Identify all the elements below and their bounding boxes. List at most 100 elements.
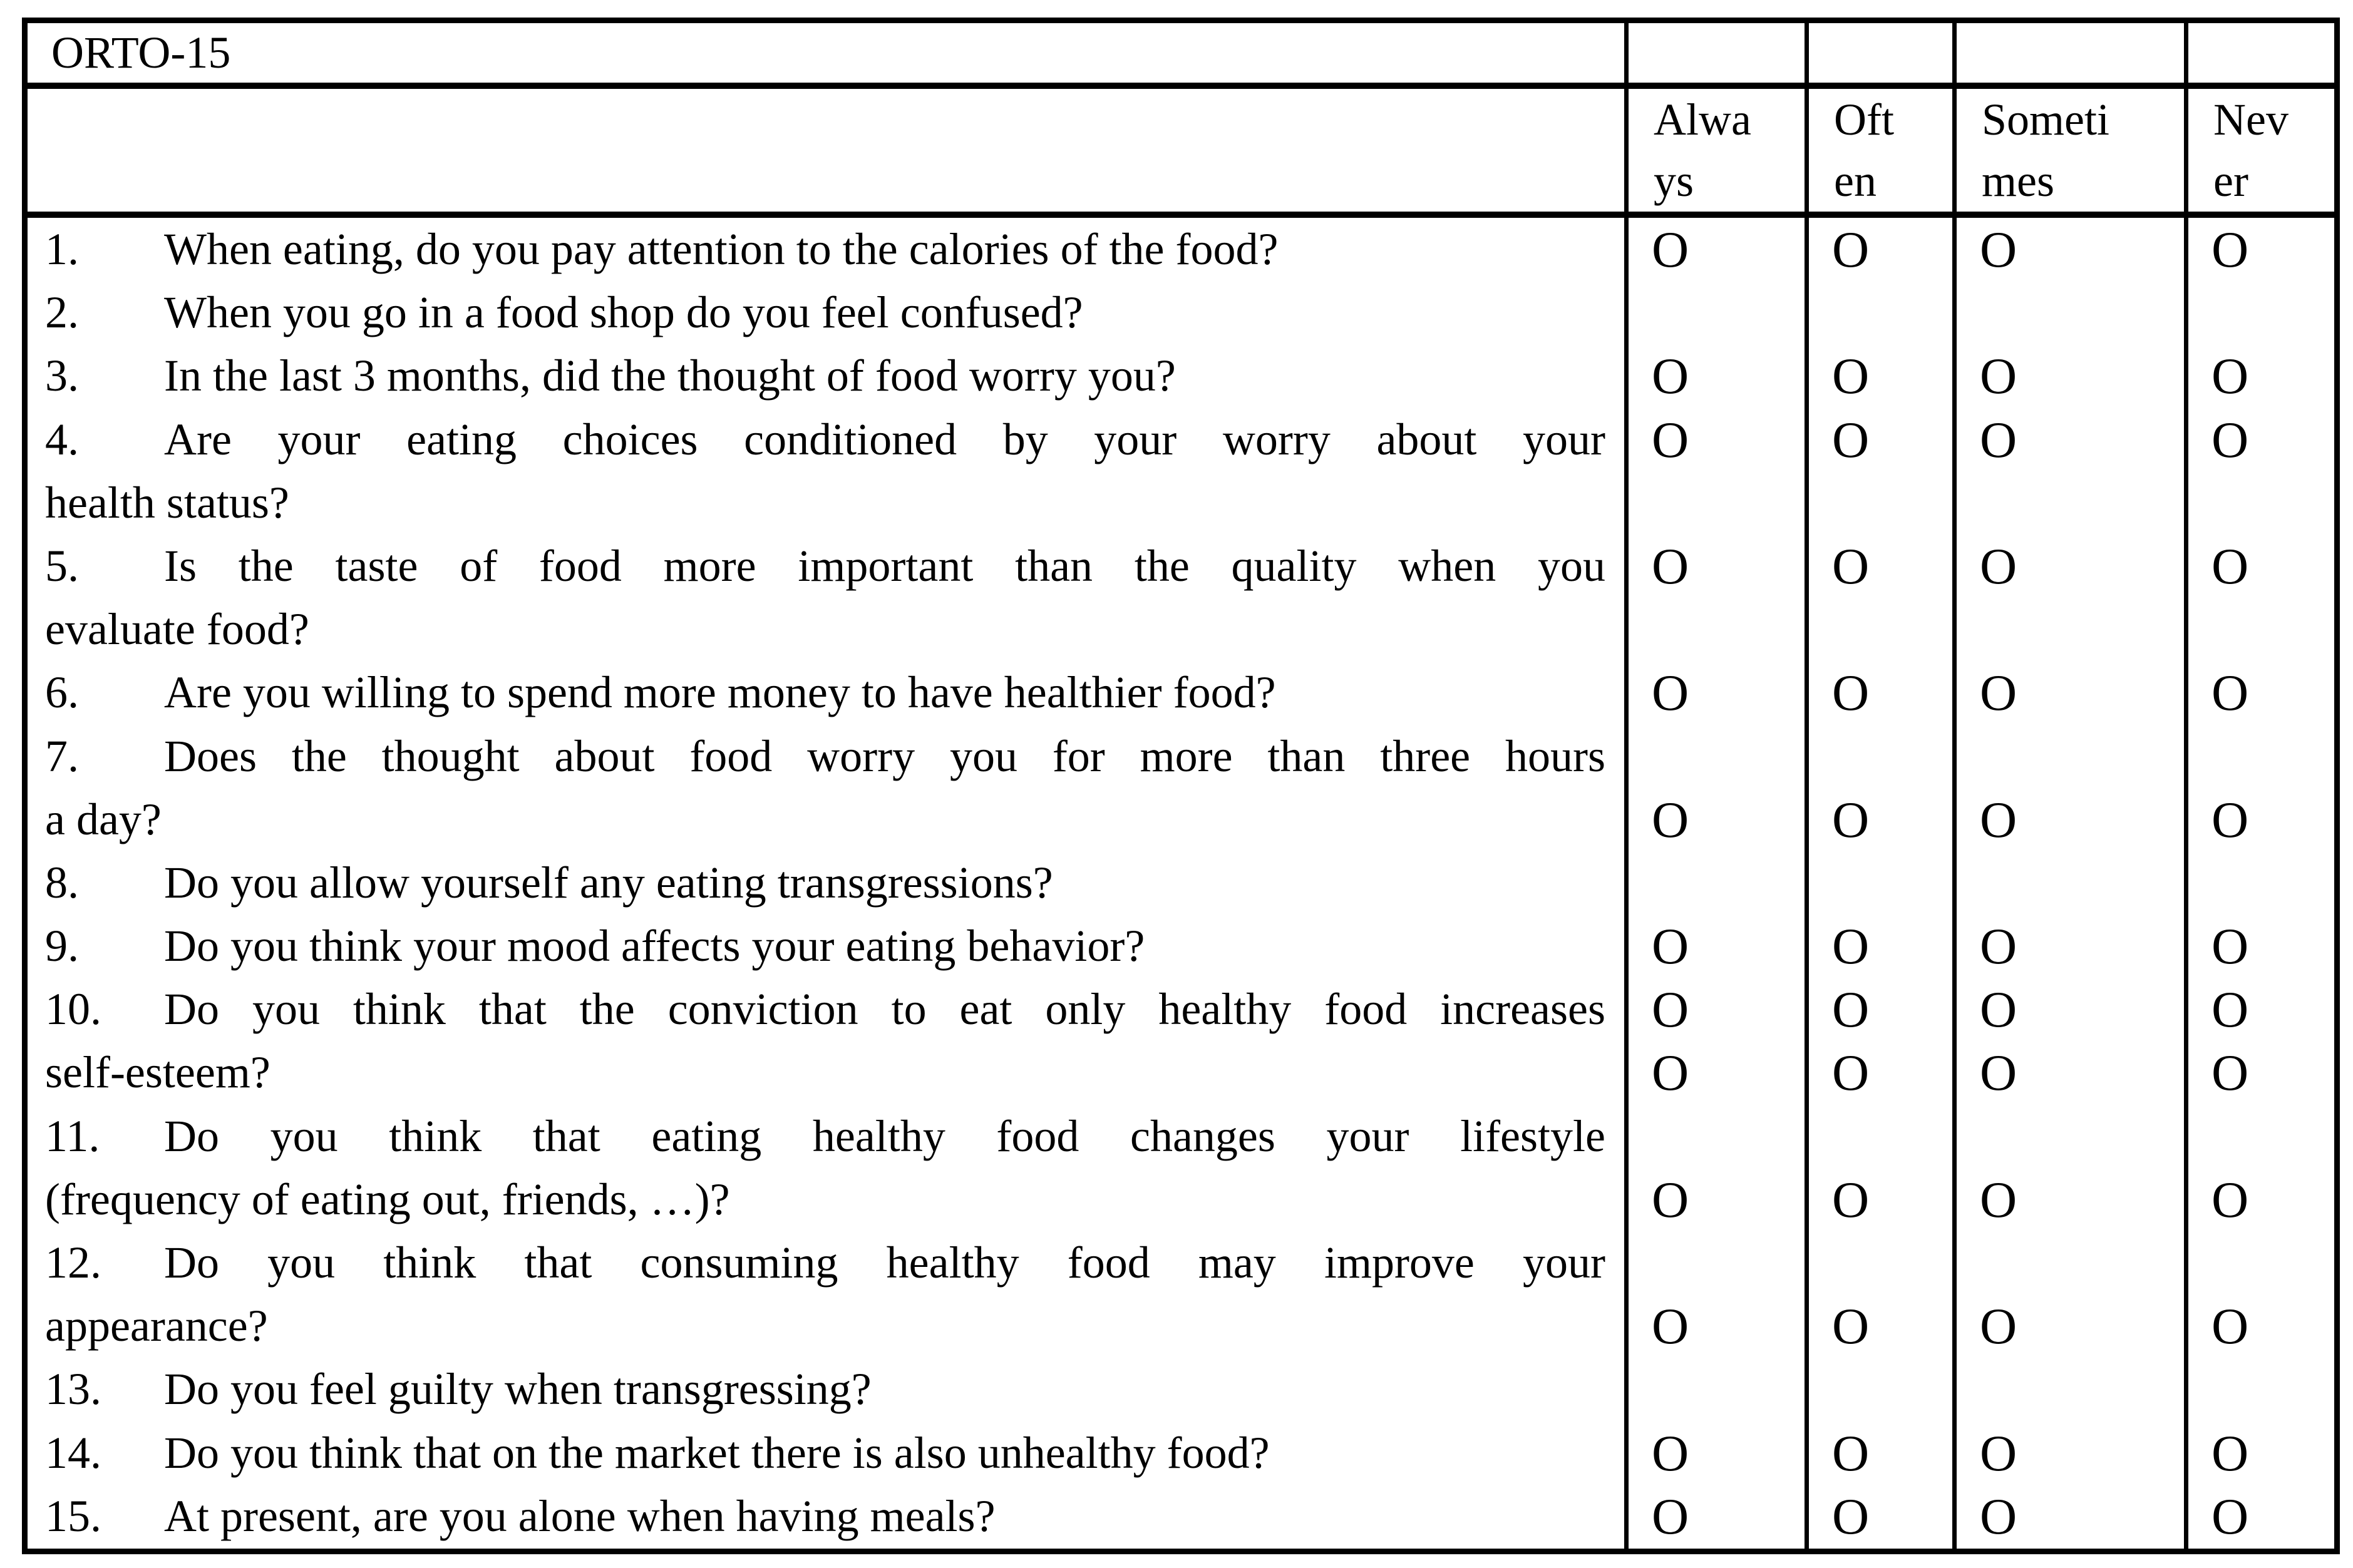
option-cell (1980, 851, 2184, 915)
column-header-sometimes: Someti mes (1952, 89, 2184, 218)
option-cell (1832, 725, 1952, 788)
option-always-mark[interactable]: O (1652, 791, 1689, 848)
option-often-mark[interactable]: O (1832, 1171, 1870, 1228)
option-often-mark[interactable]: O (1832, 1044, 1870, 1102)
option-sometimes-mark[interactable]: O (1980, 1171, 2017, 1228)
option-cell: O (1652, 1041, 1805, 1104)
option-cell: O (2211, 535, 2334, 598)
question-line: health status? (45, 471, 1605, 535)
option-always-mark[interactable]: O (1652, 918, 1689, 975)
option-cell: O (1652, 788, 1805, 851)
option-often-mark[interactable]: O (1832, 221, 1870, 278)
option-always-mark[interactable]: O (1652, 664, 1689, 722)
option-often-mark[interactable]: O (1832, 664, 1870, 722)
option-sometimes-mark[interactable]: O (1980, 918, 2017, 975)
option-cell: O (1832, 1422, 1952, 1485)
option-cell (2211, 1105, 2334, 1168)
option-often-mark[interactable]: O (1832, 347, 1870, 405)
option-cell (2211, 851, 2334, 915)
option-often-mark[interactable]: O (1832, 918, 1870, 975)
option-never-mark[interactable]: O (2211, 1044, 2249, 1102)
option-cell (1832, 1231, 1952, 1294)
option-often-mark[interactable]: O (1832, 791, 1870, 848)
option-never-mark[interactable]: O (2211, 664, 2249, 722)
option-sometimes-mark[interactable]: O (1980, 1044, 2017, 1102)
option-sometimes-mark[interactable]: O (1980, 347, 2017, 405)
option-often-mark[interactable]: O (1832, 537, 1870, 595)
option-cell: O (1652, 344, 1805, 407)
question-line: 7. Does the thought about food worry you … (45, 725, 1605, 788)
question-line: appearance? (45, 1294, 1605, 1358)
option-never-mark[interactable]: O (2211, 1487, 2249, 1545)
column-header-often-line2: en (1834, 156, 1877, 206)
question-number: 4. (45, 414, 79, 464)
question-line: 9. Do you think your mood affects your ea… (45, 915, 1605, 978)
option-sometimes-mark[interactable]: O (1980, 1298, 2017, 1355)
question-text: At present, are you alone when having me… (164, 1490, 996, 1541)
question-line: 8. Do you allow yourself any eating trans… (45, 851, 1605, 915)
option-cell (1652, 471, 1805, 535)
option-sometimes-mark[interactable]: O (1980, 221, 2017, 278)
question-line: 6. Are you willing to spend more money to… (45, 661, 1605, 724)
option-sometimes-mark[interactable]: O (1980, 411, 2017, 468)
option-always-mark[interactable]: O (1652, 347, 1689, 405)
option-cell: O (2211, 1485, 2334, 1548)
option-cell: O (1980, 218, 2184, 281)
option-cell: O (1652, 1168, 1805, 1231)
question-line: a day? (45, 788, 1605, 851)
option-often-mark[interactable]: O (1832, 1487, 1870, 1545)
question-line: 4. Are your eating choices conditioned by… (45, 408, 1605, 471)
option-never-mark[interactable]: O (2211, 981, 2249, 1038)
question-column-header (28, 89, 1624, 218)
question-text: When eating, do you pay attention to the… (164, 224, 1279, 274)
option-never-mark[interactable]: O (2211, 1171, 2249, 1228)
option-never-mark[interactable]: O (2211, 918, 2249, 975)
option-cell (2211, 598, 2334, 661)
column-header-often-line1: Oft (1834, 95, 1894, 145)
option-cell: O (2211, 408, 2334, 471)
option-cell: O (1832, 661, 1952, 724)
option-always-mark[interactable]: O (1652, 1171, 1689, 1228)
option-always-mark[interactable]: O (1652, 1044, 1689, 1102)
option-cell: O (2211, 1294, 2334, 1358)
option-sometimes-mark[interactable]: O (1980, 1424, 2017, 1482)
question-text: Do you think that on the market there is… (164, 1427, 1270, 1478)
option-often-mark[interactable]: O (1832, 1298, 1870, 1355)
question-line: (frequency of eating out, friends, …)? (45, 1168, 1605, 1231)
question-number: 14. (45, 1427, 101, 1478)
option-cell: O (1832, 788, 1952, 851)
option-always-mark[interactable]: O (1652, 1298, 1689, 1355)
option-sometimes-mark[interactable]: O (1980, 1487, 2017, 1545)
option-cell: O (1832, 344, 1952, 407)
option-always-mark[interactable]: O (1652, 221, 1689, 278)
option-sometimes-mark[interactable]: O (1980, 537, 2017, 595)
column-header-always-line2: ys (1654, 156, 1694, 206)
option-always-mark[interactable]: O (1652, 1487, 1689, 1545)
option-cell (1980, 725, 2184, 788)
option-often-mark[interactable]: O (1832, 411, 1870, 468)
option-never-mark[interactable]: O (2211, 537, 2249, 595)
option-never-mark[interactable]: O (2211, 221, 2249, 278)
option-always-mark[interactable]: O (1652, 1424, 1689, 1482)
option-cell: O (1980, 1485, 2184, 1548)
option-cell: O (2211, 1422, 2334, 1485)
option-sometimes-mark[interactable]: O (1980, 981, 2017, 1038)
option-always-mark[interactable]: O (1652, 537, 1689, 595)
option-sometimes-mark[interactable]: O (1980, 791, 2017, 848)
option-sometimes-mark[interactable]: O (1980, 664, 2017, 722)
question-number: 13. (45, 1364, 101, 1415)
option-often-mark[interactable]: O (1832, 1424, 1870, 1482)
question-line: 14. Do you think that on the market there… (45, 1422, 1605, 1485)
table-title: ORTO-15 (51, 28, 231, 78)
option-cell (1832, 598, 1952, 661)
option-never-mark[interactable]: O (2211, 1298, 2249, 1355)
option-never-mark[interactable]: O (2211, 1424, 2249, 1482)
option-always-mark[interactable]: O (1652, 411, 1689, 468)
option-always-mark[interactable]: O (1652, 981, 1689, 1038)
option-never-mark[interactable]: O (2211, 347, 2249, 405)
option-often-mark[interactable]: O (1832, 981, 1870, 1038)
option-never-mark[interactable]: O (2211, 791, 2249, 848)
option-never-mark[interactable]: O (2211, 411, 2249, 468)
